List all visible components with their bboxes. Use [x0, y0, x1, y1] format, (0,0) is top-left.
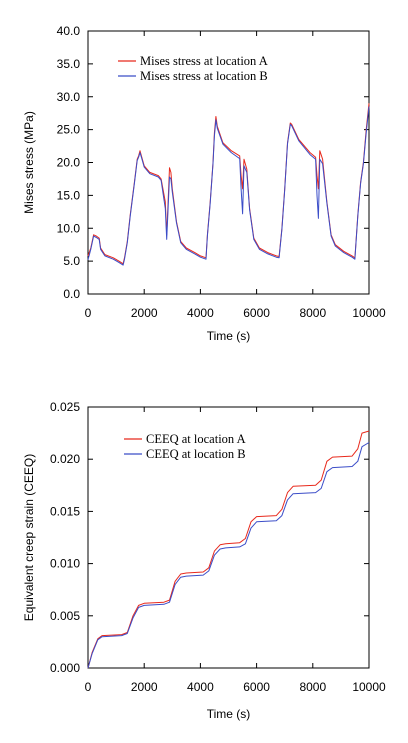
y-tick-label: 20.0 — [57, 156, 81, 170]
series-line-a — [87, 430, 370, 669]
legend-label-a: CEEQ at location A — [146, 432, 246, 446]
legend-label-b: Mises stress at location B — [140, 69, 268, 83]
y-tick-label: 40.0 — [57, 24, 81, 38]
legend-label-a: Mises stress at location A — [140, 54, 268, 68]
plot-frame — [87, 406, 370, 669]
series-line-a — [87, 103, 370, 265]
y-tick-label: 5.0 — [63, 254, 80, 268]
y-tick-label: 0.020 — [50, 452, 80, 466]
y-tick-label: 0.010 — [50, 557, 80, 571]
y-tick-label: 10.0 — [57, 221, 81, 235]
x-axis-label: Time (s) — [207, 707, 251, 721]
series-line-b — [87, 106, 370, 266]
y-tick-label: 30.0 — [57, 90, 81, 104]
x-axis-label: Time (s) — [207, 329, 251, 343]
y-axis-label: Equivalent creep strain (CEEQ) — [22, 454, 36, 621]
x-tick-label: 0 — [85, 680, 92, 694]
x-tick-label: 10000 — [352, 306, 386, 320]
chart-2: 0 2000 4000 6000 8000 10000 0.000 0.005 0.010 0.0… — [22, 400, 386, 721]
x-tick-label: 6000 — [243, 306, 270, 320]
x-tick-label: 8000 — [299, 306, 326, 320]
y-tick-label: 0.015 — [50, 504, 80, 518]
y-tick-label: 0.0 — [63, 287, 80, 301]
legend-label-b: CEEQ at location B — [146, 447, 246, 461]
x-tick-label: 6000 — [243, 680, 270, 694]
x-tick-label: 4000 — [187, 306, 214, 320]
y-tick-label: 0.005 — [50, 609, 80, 623]
y-axis-label: Mises stress (MPa) — [22, 111, 36, 214]
y-tick-label: 25.0 — [57, 123, 81, 137]
y-tick-label: 0.000 — [50, 661, 80, 675]
x-tick-label: 2000 — [131, 680, 158, 694]
x-tick-label: 4000 — [187, 680, 214, 694]
y-tick-label: 15.0 — [57, 188, 81, 202]
series-line-b — [87, 442, 370, 669]
x-tick-label: 8000 — [299, 680, 326, 694]
y-tick-label: 35.0 — [57, 57, 81, 71]
chart-1: 0 2000 4000 6000 8000 10000 0.0 5.0 10.0 15.0 20.0… — [22, 24, 386, 343]
y-tick-label: 0.025 — [50, 400, 80, 414]
x-tick-label: 2000 — [131, 306, 158, 320]
x-tick-label: 0 — [85, 306, 92, 320]
x-tick-label: 10000 — [352, 680, 386, 694]
